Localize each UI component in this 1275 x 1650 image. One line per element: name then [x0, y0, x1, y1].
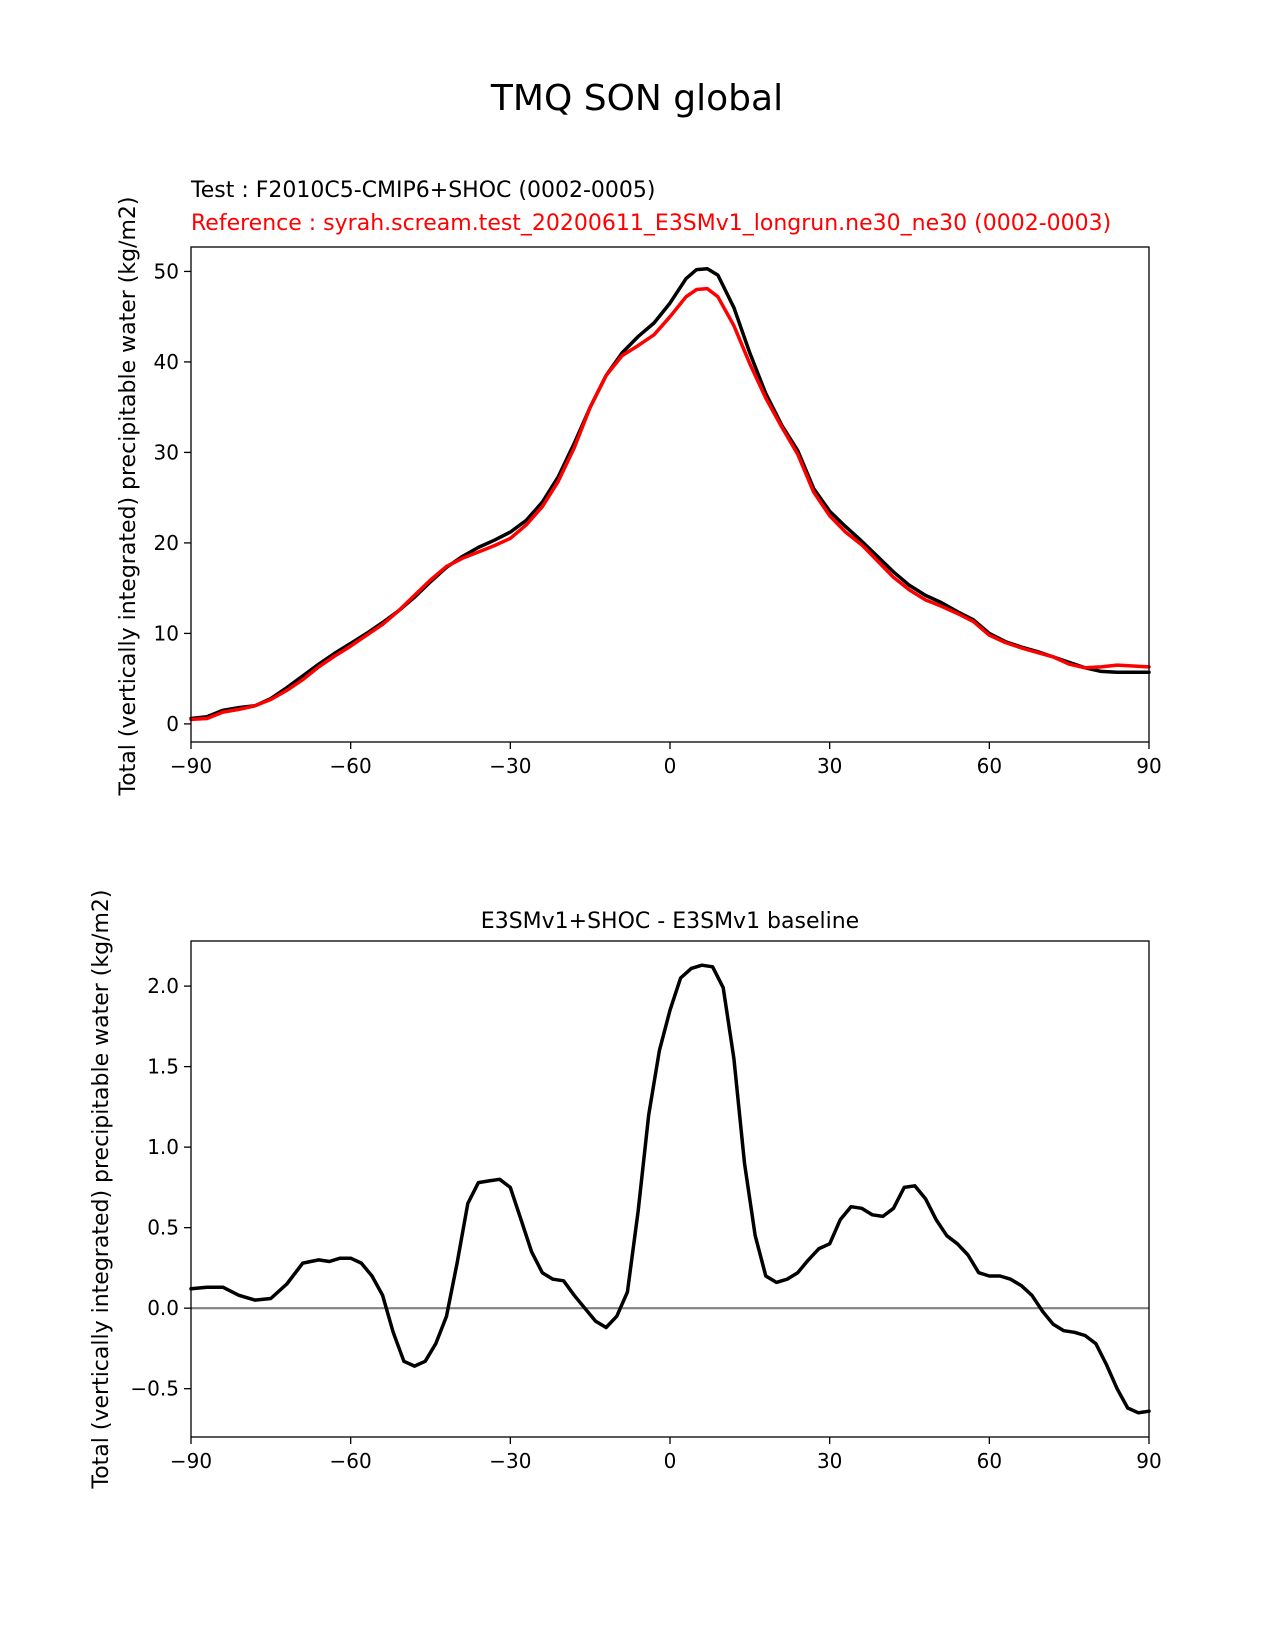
x-tick-label: −60: [330, 1449, 372, 1473]
y-tick-label: 20: [154, 531, 179, 555]
y-tick-label: 50: [154, 259, 179, 283]
x-tick-label: 0: [664, 1449, 677, 1473]
top-y-ticks: 0 10 20 30 40 50: [154, 259, 191, 736]
y-tick-label: 1.0: [147, 1135, 179, 1159]
bottom-y-axis-label: Total (vertically integrated) precipitab…: [89, 890, 114, 1490]
y-tick-label: 30: [154, 440, 179, 464]
bottom-axes-frame: [190, 940, 1150, 1438]
top-series: [189, 266, 1151, 722]
y-tick-label: 0.5: [147, 1216, 179, 1240]
y-tick-label: 0.0: [147, 1296, 179, 1320]
y-tick-label: 10: [154, 621, 179, 645]
series-line-reference: [189, 286, 1151, 722]
series-line-test: [189, 266, 1151, 721]
x-tick-label: −30: [489, 1449, 531, 1473]
top-x-ticks: −90 −60 −30 0 30 60 90: [170, 742, 1162, 778]
y-tick-label: 0: [166, 712, 179, 736]
x-tick-label: −30: [489, 754, 531, 778]
y-tick-label: 2.0: [147, 974, 179, 998]
bottom-series: [189, 963, 1151, 1415]
bottom-y-ticks: −0.5 0.0 0.5 1.0 1.5 2.0: [130, 974, 191, 1401]
x-tick-label: 60: [977, 1449, 1002, 1473]
x-tick-label: −90: [170, 754, 212, 778]
top-y-axis-label: Total (vertically integrated) precipitab…: [116, 197, 141, 797]
y-tick-label: 40: [154, 350, 179, 374]
x-tick-label: 30: [817, 754, 842, 778]
top-reference-title: Reference : syrah.scream.test_20200611_E…: [191, 211, 1111, 236]
x-tick-label: −90: [170, 1449, 212, 1473]
figure-title: TMQ SON global: [490, 78, 783, 119]
y-tick-label: −0.5: [130, 1377, 179, 1401]
x-tick-label: 90: [1136, 1449, 1161, 1473]
top-panel: Test : F2010C5-CMIP6+SHOC (0002-0005) Re…: [116, 178, 1162, 796]
y-tick-label: 1.5: [147, 1055, 179, 1079]
bottom-panel-title: E3SMv1+SHOC - E3SMv1 baseline: [481, 909, 859, 934]
top-axes-frame: [190, 246, 1150, 743]
x-tick-label: 90: [1136, 754, 1161, 778]
x-tick-label: 30: [817, 1449, 842, 1473]
x-tick-label: 0: [664, 754, 677, 778]
top-test-title: Test : F2010C5-CMIP6+SHOC (0002-0005): [190, 178, 655, 203]
x-tick-label: 60: [977, 754, 1002, 778]
bottom-x-ticks: −90 −60 −30 0 30 60 90: [170, 1437, 1162, 1473]
x-tick-label: −60: [330, 754, 372, 778]
bottom-panel: E3SMv1+SHOC - E3SMv1 baseline Total (ver…: [89, 890, 1162, 1490]
series-line-difference: [189, 963, 1151, 1415]
